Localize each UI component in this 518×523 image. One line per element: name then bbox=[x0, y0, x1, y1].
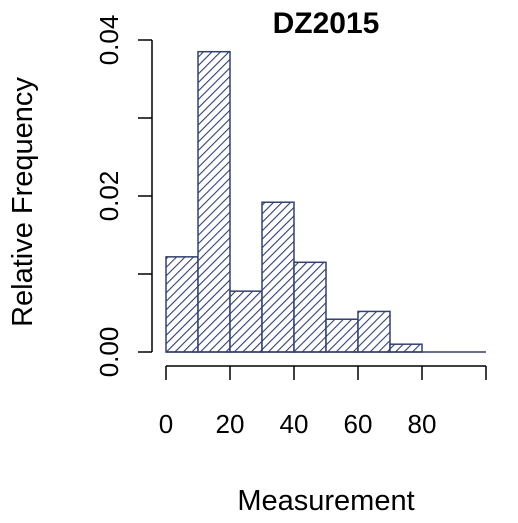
x-tick-label: 20 bbox=[216, 409, 245, 439]
x-tick-label: 80 bbox=[408, 409, 437, 439]
x-axis: 0 20 40 60 80 bbox=[159, 365, 487, 439]
histogram-bar bbox=[165, 256, 199, 353]
histogram-bar bbox=[389, 343, 423, 353]
x-tick-label: 60 bbox=[344, 409, 373, 439]
x-axis-label: Measurement bbox=[237, 485, 414, 517]
y-axis: 0.00 0.02 0.04 bbox=[94, 15, 153, 378]
x-tick-label: 40 bbox=[280, 409, 309, 439]
y-tick-label: 0.02 bbox=[94, 171, 124, 222]
chart-title: DZ2015 bbox=[273, 7, 380, 40]
histogram-bar bbox=[197, 50, 231, 353]
histogram-bar bbox=[293, 261, 327, 353]
histogram-bar bbox=[357, 310, 391, 353]
x-tick-label: 0 bbox=[159, 409, 173, 439]
histogram-bar bbox=[229, 290, 263, 353]
bars-group bbox=[165, 50, 486, 353]
histogram-bar bbox=[261, 201, 295, 353]
y-tick-label: 0.00 bbox=[94, 327, 124, 378]
y-tick-label: 0.04 bbox=[94, 15, 124, 66]
y-axis-label: Relative Frequency bbox=[7, 77, 39, 327]
histogram-bar bbox=[325, 318, 359, 353]
